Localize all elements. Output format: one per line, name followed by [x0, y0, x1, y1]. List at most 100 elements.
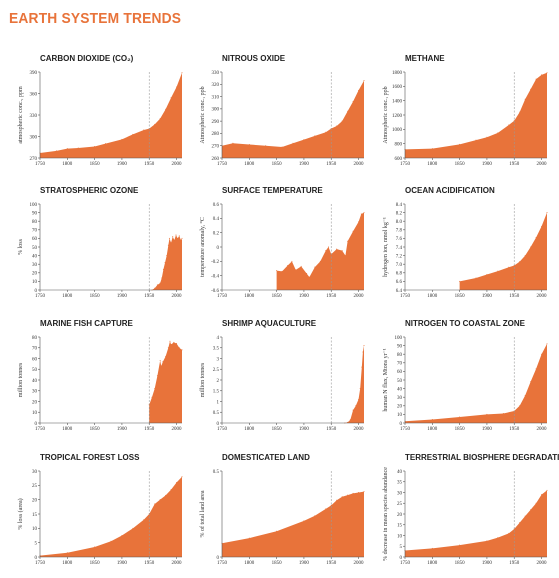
- data-point: [486, 274, 488, 276]
- data-point: [347, 110, 349, 112]
- data-point: [55, 150, 57, 152]
- data-point: [161, 277, 163, 279]
- y-tick-label: 0: [217, 556, 220, 561]
- data-area: [405, 72, 547, 158]
- x-tick-label: 1900: [482, 427, 493, 432]
- y-axis-label: atmospheric conc., ppm: [18, 86, 24, 144]
- data-point: [292, 142, 294, 144]
- data-point: [248, 537, 250, 539]
- y-tick-label: 100: [30, 203, 38, 208]
- y-tick-label: 15: [32, 513, 38, 518]
- x-tick-label: 1900: [299, 294, 310, 299]
- x-tick-label: 1800: [62, 561, 73, 566]
- data-point: [508, 124, 510, 126]
- x-tick-label: 1750: [217, 427, 228, 432]
- y-axis-label: million tonnes: [18, 362, 24, 397]
- panel-title: METHANE: [405, 54, 445, 63]
- x-tick-label: 1750: [400, 561, 411, 566]
- y-tick-label: 20: [397, 513, 403, 518]
- data-point: [181, 237, 183, 239]
- data-point: [358, 492, 360, 493]
- panel-tropical-forest-loss: TROPICAL FOREST LOSS 1750 1800 1850 1900 1950…: [17, 453, 183, 566]
- data-point: [352, 230, 354, 232]
- data-point: [347, 421, 349, 423]
- data-point: [105, 143, 107, 145]
- y-tick-label: 6.6: [396, 280, 403, 285]
- data-point: [159, 499, 161, 501]
- data-point: [303, 520, 305, 522]
- x-tick-label: 1950: [144, 294, 155, 299]
- x-tick-label: 2000: [354, 294, 365, 299]
- y-tick-label: 10: [32, 527, 38, 532]
- y-axis-label: % loss (area): [17, 498, 24, 529]
- data-point: [524, 255, 526, 257]
- panel-ocean-acidification: OCEAN ACIDIFICATION 1750 1800 1850 1900 1950 2…: [383, 186, 548, 299]
- data-point: [349, 419, 351, 421]
- data-point: [178, 347, 180, 349]
- y-axis-label: Atmospheric conc., ppb: [200, 86, 206, 143]
- y-tick-label: 5: [400, 545, 403, 550]
- data-point: [352, 100, 354, 102]
- x-tick-label: 2000: [172, 294, 183, 299]
- y-axis-label: hydrogen ion, nmol kg⁻¹: [383, 217, 389, 277]
- data-point: [165, 494, 167, 496]
- y-tick-label: 30: [32, 470, 38, 475]
- x-tick-label: 2000: [172, 162, 183, 167]
- x-tick-label: 1950: [326, 427, 337, 432]
- data-point: [151, 396, 153, 398]
- data-point: [341, 496, 343, 498]
- data-point: [546, 489, 548, 491]
- x-tick-label: 1950: [144, 561, 155, 566]
- y-tick-label: 10: [397, 413, 403, 418]
- y-tick-label: 1000: [392, 128, 403, 133]
- page-title: EARTH SYSTEM TRENDS: [9, 10, 182, 27]
- data-point: [541, 494, 543, 496]
- data-area: [459, 212, 547, 290]
- data-point: [508, 532, 510, 534]
- x-tick-label: 1800: [427, 427, 438, 432]
- y-tick-label: 0: [400, 422, 403, 427]
- y-tick-label: 1.5: [213, 390, 220, 395]
- y-tick-label: 80: [32, 336, 38, 341]
- panel-methane: METHANE 1750 1800 1850 1900 1950 2000 600 800 100…: [383, 54, 548, 167]
- data-point: [497, 270, 499, 272]
- y-tick-label: 10: [32, 411, 38, 416]
- y-tick-label: 5: [35, 541, 38, 546]
- data-point: [546, 343, 548, 345]
- y-tick-label: 25: [32, 484, 38, 489]
- data-point: [166, 255, 168, 257]
- data-point: [535, 502, 537, 504]
- data-point: [475, 277, 477, 279]
- y-tick-label: 2.5: [213, 368, 220, 373]
- data-point: [358, 89, 360, 91]
- x-tick-label: 2000: [537, 162, 548, 167]
- y-tick-label: 0.5: [213, 411, 220, 416]
- data-point: [530, 509, 532, 511]
- x-tick-label: 1900: [117, 561, 128, 566]
- data-point: [295, 269, 297, 271]
- x-tick-label: 1800: [427, 561, 438, 566]
- data-point: [336, 248, 338, 250]
- y-tick-label: 1400: [392, 99, 403, 104]
- y-axis-label: human N flux, Mtons yr⁻¹: [382, 348, 389, 411]
- x-tick-label: 1850: [455, 561, 466, 566]
- y-tick-label: 70: [397, 362, 403, 367]
- x-tick-label: 1800: [427, 162, 438, 167]
- data-point: [546, 212, 548, 214]
- y-axis-label: temperature anomaly, °C: [199, 217, 206, 277]
- data-point: [181, 72, 183, 74]
- data-point: [314, 515, 316, 517]
- data-point: [363, 491, 365, 493]
- y-axis-label: % decrease in mean species abundance: [383, 467, 389, 561]
- data-point: [336, 499, 338, 501]
- data-point: [110, 540, 112, 542]
- x-tick-label: 1750: [400, 294, 411, 299]
- data-point: [359, 388, 361, 390]
- data-point: [281, 146, 283, 148]
- y-tick-label: 40: [32, 254, 38, 259]
- x-tick-label: 1950: [326, 561, 337, 566]
- data-point: [535, 78, 537, 80]
- x-tick-label: 1850: [90, 162, 101, 167]
